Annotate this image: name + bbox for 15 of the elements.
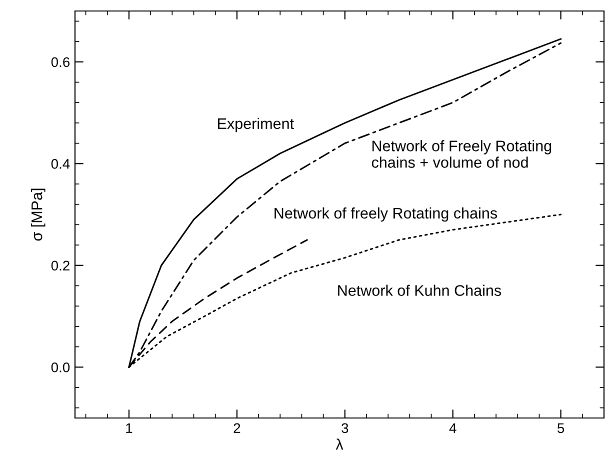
x-tick-label: 1 <box>126 423 132 433</box>
y-tick-label: 0.0 <box>51 362 70 372</box>
y-axis-title: σ [MPa] <box>31 188 46 241</box>
y-tick-label: 0.4 <box>51 158 70 169</box>
y-tick-label: 0.6 <box>51 57 70 68</box>
x-tick-label: 4 <box>449 423 456 433</box>
annotation: Experiment <box>218 118 294 132</box>
x-axis-title: λ <box>336 438 344 450</box>
x-tick-label: 3 <box>342 423 348 434</box>
annotation: Network of freely Rotating chains <box>274 207 497 222</box>
x-tick-label: 2 <box>234 423 240 433</box>
annotation: Network of Kuhn Chains <box>338 284 502 296</box>
y-tick-label: 0.2 <box>51 260 70 271</box>
annotation: Network of Freely Rotating chains + volume of nod <box>372 140 552 168</box>
x-tick-label: 5 <box>558 423 564 434</box>
